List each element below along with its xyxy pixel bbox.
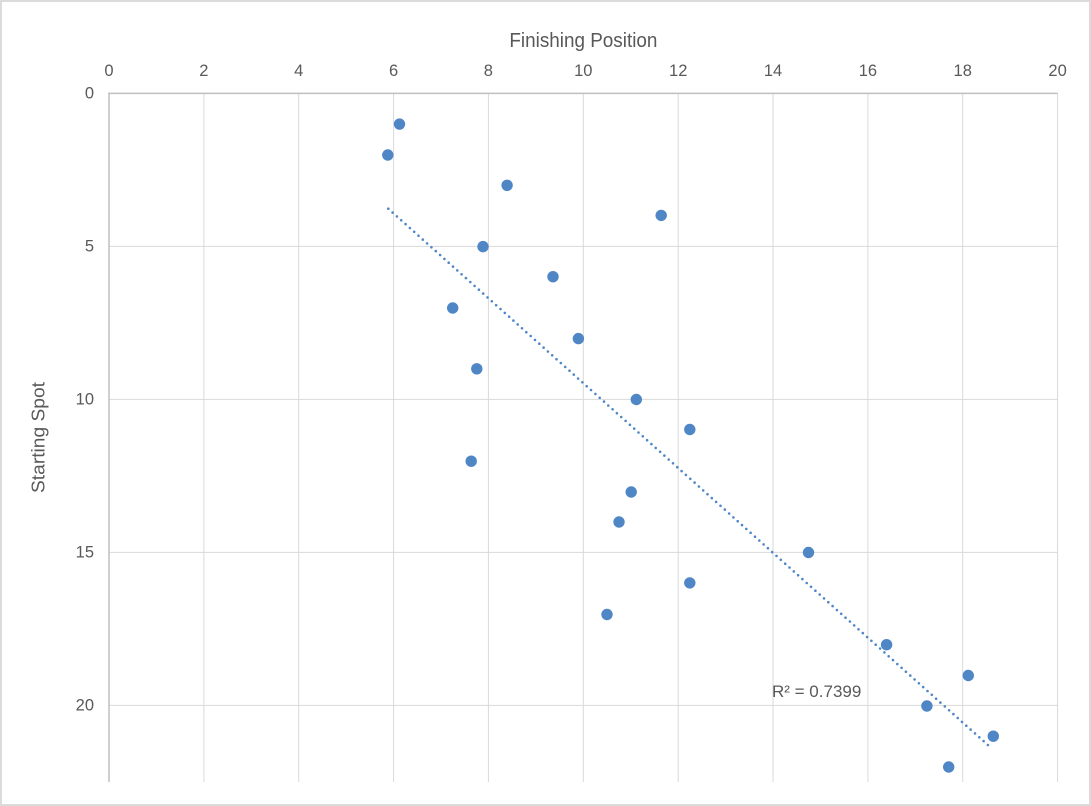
svg-text:4: 4: [294, 62, 303, 80]
svg-text:6: 6: [389, 62, 398, 80]
svg-text:10: 10: [76, 391, 94, 409]
svg-text:Finishing Position: Finishing Position: [509, 30, 657, 52]
svg-text:5: 5: [85, 238, 94, 256]
svg-text:15: 15: [76, 544, 94, 562]
svg-text:2: 2: [199, 62, 208, 80]
svg-text:Starting Spot: Starting Spot: [29, 382, 49, 493]
svg-text:0: 0: [104, 62, 113, 80]
svg-text:R² = 0.7399: R² = 0.7399: [772, 682, 861, 701]
svg-text:16: 16: [859, 62, 877, 80]
svg-text:20: 20: [1048, 62, 1066, 80]
svg-text:18: 18: [954, 62, 972, 80]
svg-text:20: 20: [76, 697, 94, 715]
svg-text:0: 0: [85, 85, 94, 103]
svg-text:8: 8: [484, 62, 493, 80]
svg-text:10: 10: [574, 62, 592, 80]
svg-text:14: 14: [764, 62, 782, 80]
svg-text:12: 12: [669, 62, 687, 80]
